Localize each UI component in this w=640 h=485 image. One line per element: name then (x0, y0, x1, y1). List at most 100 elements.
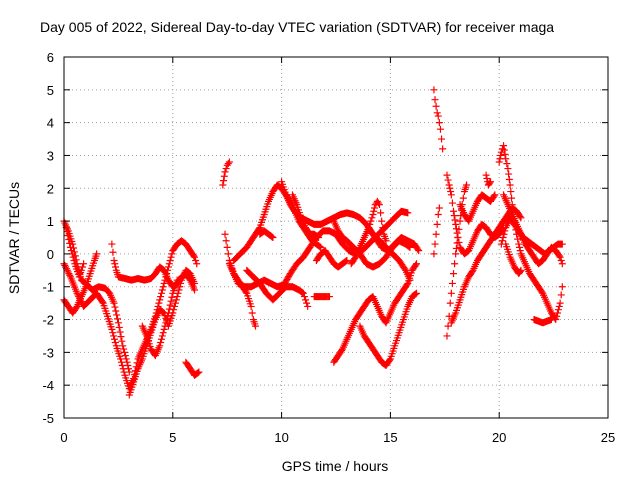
data-point (167, 297, 175, 305)
series-s13 (243, 266, 312, 310)
data-point (116, 328, 124, 336)
data-point (413, 289, 421, 297)
data-point (190, 252, 198, 260)
data-point (554, 306, 562, 314)
data-point (221, 230, 229, 238)
data-point (117, 333, 125, 341)
data-point (369, 211, 377, 219)
data-point (303, 299, 311, 307)
series-s16 (288, 191, 323, 241)
data-point (195, 368, 203, 376)
data-point (193, 260, 201, 268)
data-point (66, 239, 74, 247)
data-point (499, 234, 507, 241)
data-point (459, 194, 467, 202)
data-point (165, 260, 173, 268)
data-point (438, 135, 446, 143)
series-s28 (447, 204, 525, 327)
data-point (219, 181, 227, 189)
data-point (173, 276, 181, 284)
data-point (404, 209, 412, 217)
x-tick-label: 5 (169, 430, 176, 445)
x-tick-label: 20 (492, 430, 506, 445)
data-point (158, 286, 166, 294)
data-point (367, 217, 375, 225)
series-s3 (60, 250, 101, 317)
data-point (98, 298, 106, 306)
data-point (177, 279, 185, 287)
data-point (65, 235, 73, 243)
data-point (164, 309, 172, 317)
data-point (382, 237, 390, 245)
data-point (439, 145, 447, 153)
data-point (370, 207, 378, 215)
x-axis-label: GPS time / hours (282, 458, 389, 474)
data-point (220, 177, 228, 185)
data-point (446, 184, 454, 192)
data-point (515, 240, 523, 248)
data-point (66, 271, 74, 279)
data-point (483, 174, 491, 182)
data-point (456, 217, 464, 225)
data-point (163, 316, 171, 324)
data-point (93, 250, 101, 258)
data-point (164, 263, 172, 271)
data-point (368, 214, 376, 222)
data-point (155, 299, 163, 307)
data-point (482, 171, 490, 179)
data-point (65, 270, 73, 278)
data-point (448, 279, 456, 287)
data-point (159, 329, 167, 337)
data-point (157, 339, 165, 347)
data-points (60, 86, 566, 399)
data-point (317, 243, 325, 251)
data-point (251, 322, 259, 330)
data-point (162, 319, 170, 327)
data-point (119, 365, 127, 373)
data-point (67, 243, 75, 251)
y-tick-label: -1 (42, 280, 54, 295)
data-point (160, 279, 168, 287)
data-point (497, 151, 505, 159)
data-point (158, 332, 166, 340)
data-point (374, 199, 382, 207)
series-s30 (482, 171, 494, 189)
series-s9 (219, 158, 233, 189)
data-point (376, 201, 384, 209)
data-point (443, 332, 451, 340)
data-point (191, 286, 199, 294)
data-point (505, 176, 513, 184)
data-point (192, 256, 200, 264)
data-point (110, 335, 118, 343)
data-point (173, 293, 181, 301)
data-point (555, 252, 563, 260)
data-point (299, 289, 307, 297)
data-point (433, 220, 441, 228)
data-point (415, 247, 423, 255)
data-point (157, 293, 165, 301)
y-tick-label: 2 (47, 181, 54, 196)
data-point (221, 168, 229, 176)
series-s8 (182, 358, 203, 379)
data-point (451, 216, 459, 224)
x-tick-label: 15 (383, 430, 397, 445)
data-point (157, 335, 165, 343)
data-point (386, 356, 394, 364)
y-tick-label: -4 (42, 378, 54, 393)
data-point (556, 253, 564, 261)
data-point (451, 260, 459, 268)
data-point (501, 150, 509, 158)
data-point (454, 234, 462, 241)
data-point (247, 302, 255, 310)
data-point (77, 266, 85, 274)
data-point (379, 224, 387, 232)
series-s17 (310, 293, 333, 301)
data-point (110, 299, 118, 307)
data-point (547, 316, 555, 324)
data-point (78, 263, 86, 271)
data-point (516, 212, 524, 220)
data-point (435, 119, 443, 127)
data-point (445, 312, 453, 320)
